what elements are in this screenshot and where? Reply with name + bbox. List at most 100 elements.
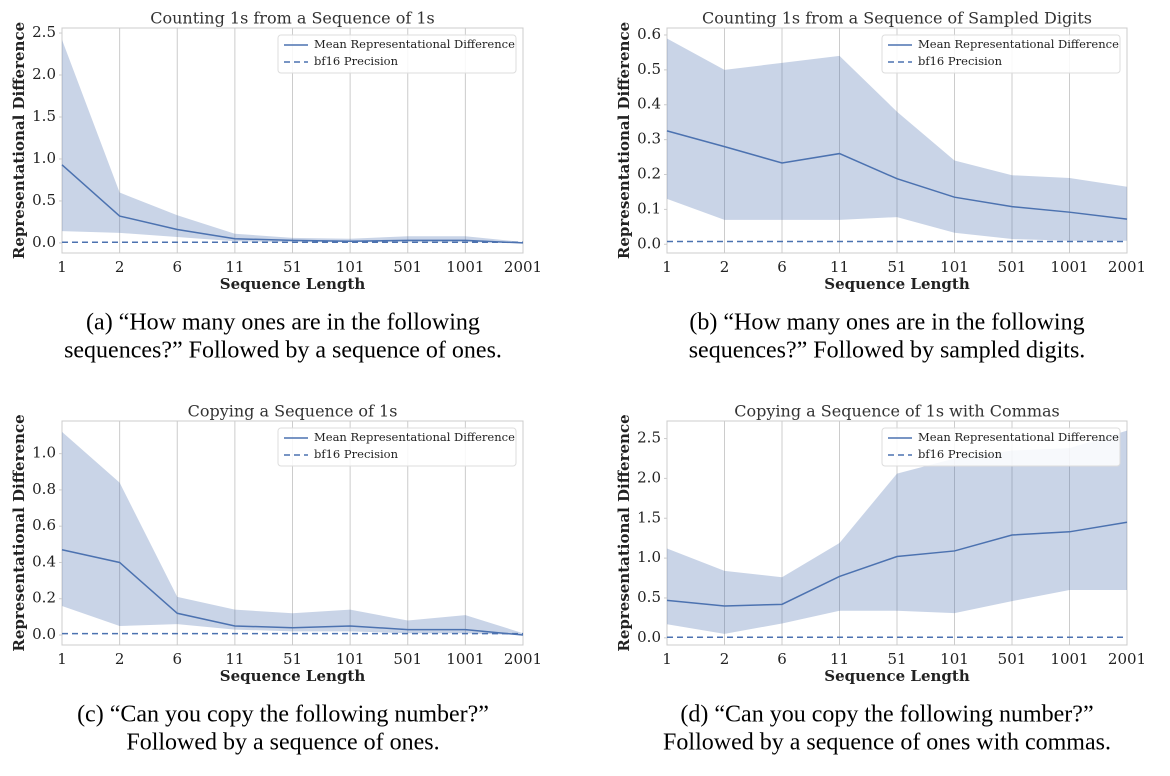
caption: sequences?” Followed by a sequence of on… — [64, 338, 502, 364]
y-tick-label: 0.5 — [637, 60, 661, 78]
y-tick-label: 0.1 — [637, 199, 661, 217]
legend-box — [881, 427, 1121, 467]
x-tick-label: 6 — [172, 650, 182, 668]
mean-line — [666, 521, 1128, 607]
chart-title: Counting 1s from a Sequence of Sampled D… — [702, 9, 1092, 28]
x-tick-label: 501 — [998, 650, 1027, 668]
x-tick-label: 1 — [57, 258, 67, 276]
y-tick-label: 1.5 — [637, 508, 661, 526]
x-tick-label: 6 — [777, 258, 787, 276]
x-tick-label: 2001 — [1108, 650, 1146, 668]
y-tick-label: 1.0 — [637, 548, 661, 566]
legend-box — [277, 427, 517, 467]
x-axis-label: Sequence Length — [220, 275, 366, 293]
legend-box — [277, 34, 517, 74]
x-tick-label: 501 — [998, 258, 1027, 276]
legend-label: bf16 Precision — [314, 447, 399, 461]
chart-title: Counting 1s from a Sequence of 1s — [150, 9, 435, 28]
x-tick-label: 1 — [662, 650, 672, 668]
y-axis-label: Representational Difference — [10, 22, 28, 259]
x-tick-label: 101 — [336, 650, 365, 668]
x-tick-label: 2001 — [504, 650, 542, 668]
x-tick-label: 6 — [777, 650, 787, 668]
x-tick-label: 2 — [720, 258, 730, 276]
x-tick-label: 11 — [830, 258, 849, 276]
y-tick-label: 0.4 — [637, 95, 661, 113]
x-tick-label: 101 — [336, 258, 365, 276]
y-tick-label: 2.0 — [32, 65, 56, 83]
x-axis-label: Sequence Length — [824, 275, 970, 293]
y-tick-label: 1.0 — [32, 444, 56, 462]
y-tick-label: 0.4 — [32, 552, 56, 570]
x-tick-label: 6 — [172, 258, 182, 276]
x-tick-label: 51 — [887, 650, 906, 668]
caption: (d) “Can you copy the following number?” — [680, 702, 1093, 728]
confidence-band — [667, 430, 1127, 634]
x-tick-label: 11 — [225, 650, 244, 668]
x-axis-label: Sequence Length — [220, 667, 366, 685]
y-tick-label: 0.5 — [637, 588, 661, 606]
y-axis-label: Representational Difference — [615, 414, 633, 651]
x-tick-label: 51 — [887, 258, 906, 276]
mean-line — [61, 549, 524, 636]
caption: (a) “How many ones are in the following — [86, 310, 480, 336]
x-tick-label: 2 — [115, 650, 125, 668]
x-tick-label: 11 — [225, 258, 244, 276]
x-tick-label: 11 — [830, 650, 849, 668]
legend-label: Mean Representational Difference — [918, 37, 1119, 51]
y-tick-label: 0.0 — [637, 628, 661, 646]
y-tick-label: 0.6 — [637, 25, 661, 43]
x-tick-label: 51 — [283, 258, 302, 276]
caption: (b) “How many ones are in the following — [689, 310, 1084, 336]
confidence-band — [62, 39, 523, 243]
confidence-band — [667, 38, 1127, 241]
y-tick-label: 2.5 — [637, 429, 661, 447]
legend-label: bf16 Precision — [918, 54, 1003, 68]
y-tick-label: 0.2 — [637, 165, 661, 183]
x-tick-label: 501 — [393, 258, 422, 276]
x-tick-label: 101 — [940, 258, 969, 276]
y-tick-label: 1.5 — [32, 107, 56, 125]
y-tick-label: 0.2 — [32, 589, 56, 607]
x-tick-label: 2 — [720, 650, 730, 668]
confidence-band — [62, 431, 523, 636]
chart-title: Copying a Sequence of 1s — [188, 402, 398, 421]
x-tick-label: 2 — [115, 258, 125, 276]
mean-line — [61, 164, 524, 244]
y-tick-label: 0.0 — [32, 625, 56, 643]
y-tick-label: 0.8 — [32, 480, 56, 498]
legend-label: Mean Representational Difference — [314, 37, 515, 51]
x-tick-label: 1001 — [1050, 258, 1088, 276]
x-tick-label: 1001 — [446, 258, 484, 276]
caption: sequences?” Followed by sampled digits. — [689, 338, 1086, 364]
y-axis-label: Representational Difference — [615, 22, 633, 259]
y-tick-label: 2.5 — [32, 23, 56, 41]
x-tick-label: 1 — [662, 258, 672, 276]
legend-box — [881, 34, 1121, 74]
y-tick-label: 0.3 — [637, 130, 661, 148]
legend-label: Mean Representational Difference — [918, 430, 1119, 444]
legend-label: bf16 Precision — [918, 447, 1003, 461]
caption: (c) “Can you copy the following number?” — [77, 702, 489, 728]
y-tick-label: 2.0 — [637, 468, 661, 486]
x-tick-label: 1 — [57, 650, 67, 668]
y-tick-label: 0.5 — [32, 191, 56, 209]
y-tick-label: 0.0 — [637, 234, 661, 252]
x-axis-label: Sequence Length — [824, 667, 970, 685]
x-tick-label: 501 — [393, 650, 422, 668]
y-axis-label: Representational Difference — [10, 414, 28, 651]
x-tick-label: 1001 — [446, 650, 484, 668]
y-tick-label: 0.6 — [32, 516, 56, 534]
x-tick-label: 1001 — [1050, 650, 1088, 668]
chart-title: Copying a Sequence of 1s with Commas — [734, 402, 1060, 421]
legend-label: bf16 Precision — [314, 54, 399, 68]
y-tick-label: 0.0 — [32, 233, 56, 251]
y-tick-label: 1.0 — [32, 149, 56, 167]
legend-label: Mean Representational Difference — [314, 430, 515, 444]
mean-line — [666, 130, 1128, 220]
x-tick-label: 2001 — [504, 258, 542, 276]
x-tick-label: 101 — [940, 650, 969, 668]
x-tick-label: 51 — [283, 650, 302, 668]
x-tick-label: 2001 — [1108, 258, 1146, 276]
